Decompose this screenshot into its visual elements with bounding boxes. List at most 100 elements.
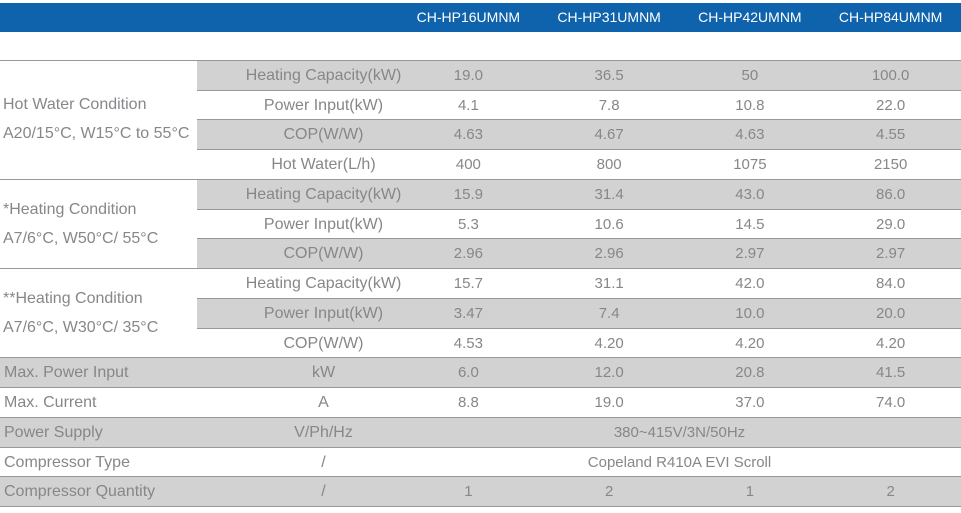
value-cell: 19.0	[594, 394, 624, 412]
unit-cell: /	[321, 483, 326, 501]
value-row: 8.8 19.0 37.0 74.0	[398, 388, 961, 418]
value-cell: 74.0	[876, 394, 906, 412]
value-cell: 37.0	[735, 394, 765, 412]
value-cell: 43.0	[735, 185, 765, 203]
spec-row: Heating Capacity(kW) 19.0 36.5 50 100.0	[197, 60, 961, 90]
parameter-cell: COP(W/W)	[283, 126, 364, 144]
value-cell: 84.0	[876, 275, 906, 293]
value-cell: 1075	[733, 156, 767, 174]
value-cell: 6.0	[457, 364, 479, 382]
value-cell: 20.8	[735, 364, 765, 382]
parameter-cell: Hot Water(L/h)	[271, 156, 376, 174]
spec-row-label-cell: Max. Current	[0, 387, 197, 417]
spec-row: A 8.8 19.0 37.0 74.0	[197, 387, 961, 417]
parameter-cell: Heating Capacity(kW)	[245, 67, 402, 84]
model-header-row: CH-HP16UMNM CH-HP31UMNM CH-HP42UMNM CH-HP84…	[398, 3, 961, 32]
value-cell: 12.0	[594, 364, 624, 382]
value-row: 4.53 4.20 4.20 4.20	[398, 329, 961, 359]
value-row: 3.47 7.4 10.0 20.0	[398, 299, 961, 329]
spec-row: V/Ph/Hz 380~415V/3N/50Hz	[197, 416, 961, 447]
condition-group-label-line: Hot Water Condition	[3, 96, 147, 114]
spec-row-label-cell: Max. Power Input	[0, 357, 197, 388]
value-cell: 86.0	[876, 185, 906, 203]
unit-cell: /	[321, 453, 326, 471]
value-cell: 10.0	[735, 304, 765, 322]
value-cell: 2	[886, 483, 895, 501]
value-cell: 3.47	[453, 304, 483, 322]
value-row: 400 800 1075 2150	[398, 150, 961, 180]
value-cell: 2.97	[876, 245, 906, 263]
value-row: 4.1 7.8 10.8 22.0	[398, 91, 961, 121]
model-column-header: CH-HP16UMNM	[416, 9, 521, 25]
value-cell: 2150	[873, 156, 908, 174]
condition-group-label-line: **Heating Condition	[3, 289, 143, 307]
spec-row-label: Compressor Type	[4, 453, 130, 471]
condition-group-label: *Heating Condition A7/6°C, W50°C/ 55°C	[0, 179, 197, 268]
spec-row-label: Power Supply	[4, 423, 103, 441]
value-row: 15.7 31.1 42.0 84.0	[398, 269, 961, 299]
spec-row-label: Compressor Quantity	[4, 483, 156, 501]
value-cell: 4.63	[453, 126, 483, 144]
spec-row: COP(W/W) 4.63 4.67 4.63 4.55	[197, 119, 961, 150]
value-cell: 1	[745, 483, 755, 501]
value-cell: 31.4	[594, 185, 624, 203]
condition-group-label-line: *Heating Condition	[3, 200, 137, 218]
spec-row: COP(W/W) 4.53 4.20 4.20 4.20	[197, 327, 961, 359]
spec-row: Hot Water(L/h) 400 800 1075 2150	[197, 149, 961, 179]
condition-group-label-line: A7/6°C, W50°C/ 55°C	[3, 229, 159, 247]
value-cell: 8.8	[457, 394, 479, 412]
spec-row: Heating Capacity(kW) 15.9 31.4 43.0 86.0	[197, 178, 961, 209]
value-cell: 22.0	[876, 96, 906, 114]
value-cell: 19.0	[453, 67, 483, 84]
spec-row: Heating Capacity(kW) 15.7 31.1 42.0 84.0	[197, 268, 961, 298]
condition-group-label: Hot Water Condition A20/15°C, W15°C to 55…	[0, 60, 197, 179]
value-cell: 4.63	[735, 126, 765, 144]
value-cell: 100.0	[871, 67, 910, 84]
value-cell: 4.53	[453, 334, 483, 352]
span-value-cell: 380~415V/3N/50Hz	[613, 423, 746, 441]
spec-row-label-cell: Compressor Type	[0, 446, 197, 477]
value-cell: 10.6	[594, 215, 624, 233]
unit-cell: A	[318, 394, 329, 412]
parameter-cell: Power Input(kW)	[263, 215, 384, 233]
parameter-cell: Power Input(kW)	[263, 96, 384, 114]
model-column-header: CH-HP31UMNM	[557, 9, 661, 25]
value-cell: 7.4	[598, 304, 620, 322]
model-column-header: CH-HP42UMNM	[698, 9, 802, 25]
value-cell: 15.7	[453, 275, 483, 293]
spec-row: Power Input(kW) 4.1 7.8 10.8 22.0	[197, 89, 961, 121]
value-cell: 4.1	[457, 96, 479, 114]
span-value-cell: Copeland R410A EVI Scroll	[587, 453, 772, 471]
value-cell: 2.97	[735, 245, 765, 263]
value-cell: 800	[596, 156, 622, 174]
value-row: 5.3 10.6 14.5 29.0	[398, 210, 961, 240]
value-cell: 2	[604, 483, 614, 501]
value-cell: 20.0	[876, 304, 906, 322]
spec-row: Power Input(kW) 5.3 10.6 14.5 29.0	[197, 208, 961, 240]
spec-row: kW 6.0 12.0 20.8 41.5	[197, 357, 961, 388]
value-cell: 10.8	[735, 96, 765, 114]
parameter-cell: Heating Capacity(kW)	[245, 185, 402, 203]
value-row: 2.96 2.96 2.97 2.97	[398, 239, 961, 269]
spec-row-label: Max. Power Input	[4, 364, 129, 382]
spec-row-label: Max. Current	[4, 394, 97, 412]
group-spacer-cell	[0, 60, 197, 90]
unit-cell: kW	[311, 364, 336, 382]
unit-cell: V/Ph/Hz	[294, 423, 353, 441]
spec-row-label-cell: Compressor Quantity	[0, 476, 197, 506]
value-cell: 2.96	[453, 245, 483, 263]
value-cell: 42.0	[735, 275, 765, 293]
value-cell: 2.96	[594, 245, 624, 263]
value-cell: 50	[741, 67, 759, 84]
value-cell: 7.8	[598, 96, 620, 114]
value-row: 6.0 12.0 20.8 41.5	[398, 358, 961, 388]
value-cell: 4.67	[594, 126, 624, 144]
table-bottom-border	[0, 506, 961, 507]
parameter-cell: Power Input(kW)	[263, 304, 384, 322]
spec-row: / Copeland R410A EVI Scroll	[197, 446, 961, 477]
group-spacer-cell	[0, 178, 197, 209]
parameter-cell: COP(W/W)	[283, 245, 364, 263]
value-cell: 400	[455, 156, 481, 174]
condition-group-label-line: A7/6°C, W30°C/ 35°C	[3, 318, 159, 336]
